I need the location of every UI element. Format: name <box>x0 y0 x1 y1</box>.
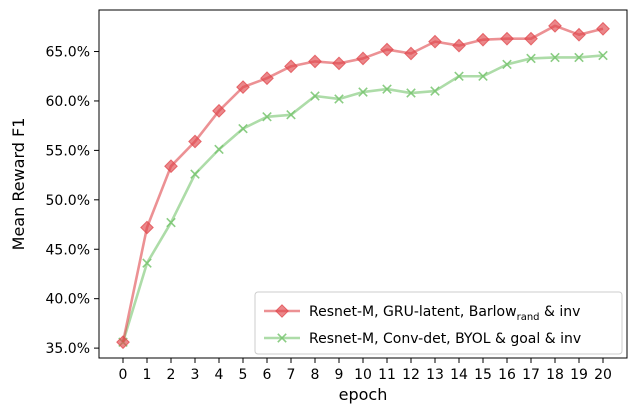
x-tick-label: 0 <box>119 367 128 383</box>
series-1 <box>116 18 610 350</box>
x-tick-label: 1 <box>143 367 152 383</box>
data-point <box>116 335 130 350</box>
data-point <box>332 56 346 71</box>
y-tick-label: 65.0% <box>46 45 90 61</box>
data-point <box>310 91 320 101</box>
x-tick-label: 17 <box>522 367 540 383</box>
x-tick-label: 3 <box>191 367 200 383</box>
x-tick-label: 9 <box>335 367 344 383</box>
x-tick-label: 7 <box>287 367 296 383</box>
data-point <box>356 51 370 66</box>
x-tick-label: 10 <box>354 367 372 383</box>
data-point <box>524 31 538 46</box>
data-point <box>380 42 394 57</box>
x-tick-label: 14 <box>450 367 468 383</box>
data-point <box>236 80 250 95</box>
data-point <box>214 144 224 155</box>
data-point <box>212 103 226 118</box>
data-point <box>526 53 536 64</box>
data-point <box>572 27 586 42</box>
y-axis-title: Mean Reward F1 <box>9 118 28 251</box>
data-point <box>478 71 488 82</box>
legend-item: Resnet-M, Conv-det, BYOL & goal & inv <box>264 331 581 347</box>
data-point <box>548 18 562 33</box>
data-point <box>284 59 298 74</box>
series-layer <box>116 18 610 350</box>
x-tick-label: 4 <box>215 367 224 383</box>
y-tick-label: 45.0% <box>46 242 90 258</box>
series-2 <box>118 50 608 347</box>
x-tick-label: 16 <box>498 367 516 383</box>
data-point <box>190 169 200 179</box>
data-point <box>188 134 202 149</box>
data-point <box>406 88 416 98</box>
legend: Resnet-M, GRU-latent, Barlowrand & inv Re… <box>254 291 623 355</box>
data-point <box>142 258 152 268</box>
x-tick-label: 8 <box>311 367 320 383</box>
data-point <box>166 217 176 228</box>
y-tick-label: 55.0% <box>46 143 90 159</box>
data-point <box>358 87 368 97</box>
y-tick-label: 50.0% <box>46 193 90 209</box>
data-point <box>430 86 440 96</box>
legend-box <box>254 291 623 355</box>
x-tick-label: 13 <box>426 367 444 383</box>
y-tick-label: 35.0% <box>46 341 90 357</box>
data-point <box>454 71 464 82</box>
data-point <box>260 71 274 86</box>
x-tick-label: 15 <box>474 367 492 383</box>
data-point <box>164 159 178 174</box>
data-point <box>262 112 272 122</box>
y-tick-label: 60.0% <box>46 94 90 110</box>
y-tick-label: 40.0% <box>46 292 90 308</box>
legend-marker <box>277 333 287 343</box>
y-axis: 35.0% 40.0% 45.0% 50.0% 55.0% 60.0% 65.0% <box>46 45 99 357</box>
x-tick-label: 18 <box>546 367 564 383</box>
data-point <box>598 50 608 61</box>
x-tick-label: 20 <box>594 367 612 383</box>
legend-label: Resnet-M, GRU-latent, Barlowrand & inv <box>309 304 580 323</box>
data-point <box>428 34 442 49</box>
data-point <box>574 52 584 63</box>
x-tick-label: 5 <box>239 367 248 383</box>
x-tick-label: 12 <box>402 367 420 383</box>
data-point <box>238 123 248 134</box>
data-point <box>500 31 514 46</box>
data-point <box>550 52 560 63</box>
legend-marker <box>275 304 289 318</box>
x-tick-label: 2 <box>167 367 176 383</box>
data-point <box>476 32 490 47</box>
legend-label: Resnet-M, Conv-det, BYOL & goal & inv <box>309 331 581 347</box>
data-point <box>308 54 322 69</box>
data-point <box>452 38 466 53</box>
x-tick-label: 11 <box>378 367 396 383</box>
x-axis: 0 1 2 3 4 5 6 7 8 9 10 11 12 13 14 15 16 17 18 19 20 <box>119 358 612 383</box>
data-point <box>502 59 512 70</box>
x-axis-title: epoch <box>339 385 388 404</box>
data-point <box>404 46 418 61</box>
legend-item: Resnet-M, GRU-latent, Barlowrand & inv <box>264 304 580 323</box>
data-point <box>140 220 154 235</box>
data-point <box>286 110 296 120</box>
data-point <box>334 94 344 104</box>
x-tick-label: 6 <box>263 367 272 383</box>
data-point <box>382 84 392 94</box>
x-tick-label: 19 <box>570 367 588 383</box>
data-point <box>596 21 610 36</box>
